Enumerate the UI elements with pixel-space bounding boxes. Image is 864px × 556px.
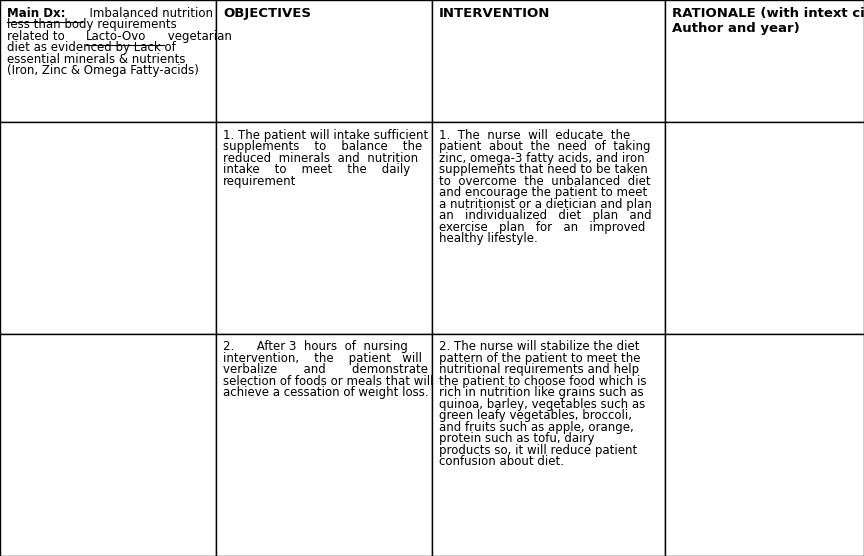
Text: quinoa, barley, vegetables such as: quinoa, barley, vegetables such as [439,398,645,411]
Text: less than body requirements: less than body requirements [7,18,176,31]
Text: 2. The nurse will stabilize the diet: 2. The nurse will stabilize the diet [439,340,639,353]
Text: zinc, omega-3 fatty acids, and iron: zinc, omega-3 fatty acids, and iron [439,152,645,165]
Text: Lacto-Ovo: Lacto-Ovo [86,29,147,43]
Text: green leafy vegetables, broccoli,: green leafy vegetables, broccoli, [439,409,632,422]
Text: intervention,    the    patient   will: intervention, the patient will [223,352,422,365]
Text: and encourage the patient to meet: and encourage the patient to meet [439,186,647,200]
Text: RATIONALE (with intext citation.
Author and year): RATIONALE (with intext citation. Author … [672,7,864,34]
Text: requirement: requirement [223,175,296,188]
Text: vegetarian: vegetarian [164,29,232,43]
Bar [0,122,216,334]
Bar [216,122,432,334]
Bar [432,334,665,556]
Text: to  overcome  the  unbalanced  diet: to overcome the unbalanced diet [439,175,651,188]
Text: 1.  The  nurse  will  educate  the: 1. The nurse will educate the [439,129,630,142]
Text: an   individualized   diet   plan   and: an individualized diet plan and [439,209,651,222]
Text: 2.      After 3  hours  of  nursing: 2. After 3 hours of nursing [223,340,408,353]
Text: the patient to choose food which is: the patient to choose food which is [439,375,646,388]
Text: supplements    to    balance    the: supplements to balance the [223,141,422,153]
Bar [432,0,665,122]
Text: healthy lifestyle.: healthy lifestyle. [439,232,537,245]
Text: (Iron, Zinc & Omega Fatty-acids): (Iron, Zinc & Omega Fatty-acids) [7,64,199,77]
Text: 1. The patient will intake sufficient: 1. The patient will intake sufficient [223,129,429,142]
Text: related to: related to [7,29,68,43]
Bar [665,0,864,122]
Text: diet as evidenced by Lack of: diet as evidenced by Lack of [7,41,175,54]
Text: supplements that need to be taken: supplements that need to be taken [439,163,648,176]
Text: essential minerals & nutrients: essential minerals & nutrients [7,53,186,66]
Text: Main Dx:: Main Dx: [7,7,66,19]
Bar [665,122,864,334]
Text: nutritional requirements and help: nutritional requirements and help [439,363,639,376]
Text: rich in nutrition like grains such as: rich in nutrition like grains such as [439,386,644,399]
Text: selection of foods or meals that will: selection of foods or meals that will [223,375,434,388]
Text: pattern of the patient to meet the: pattern of the patient to meet the [439,352,640,365]
Text: protein such as tofu, dairy: protein such as tofu, dairy [439,432,594,445]
Text: verbalize       and       demonstrate: verbalize and demonstrate [223,363,428,376]
Text: INTERVENTION: INTERVENTION [439,7,550,19]
Text: reduced  minerals  and  nutrition: reduced minerals and nutrition [223,152,418,165]
Bar [432,122,665,334]
Text: OBJECTIVES: OBJECTIVES [223,7,311,19]
Text: patient  about  the  need  of  taking: patient about the need of taking [439,141,651,153]
Bar [665,334,864,556]
Text: confusion about diet.: confusion about diet. [439,455,564,468]
Bar [216,0,432,122]
Text: achieve a cessation of weight loss.: achieve a cessation of weight loss. [223,386,429,399]
Text: Imbalanced nutrition: Imbalanced nutrition [82,7,213,19]
Bar [0,334,216,556]
Bar [216,334,432,556]
Bar [0,0,216,122]
Text: and fruits such as apple, orange,: and fruits such as apple, orange, [439,420,633,434]
Text: a nutritionist or a dietician and plan: a nutritionist or a dietician and plan [439,198,651,211]
Text: intake    to    meet    the    daily: intake to meet the daily [223,163,410,176]
Text: exercise   plan   for   an   improved: exercise plan for an improved [439,221,645,234]
Text: products so, it will reduce patient: products so, it will reduce patient [439,444,637,456]
